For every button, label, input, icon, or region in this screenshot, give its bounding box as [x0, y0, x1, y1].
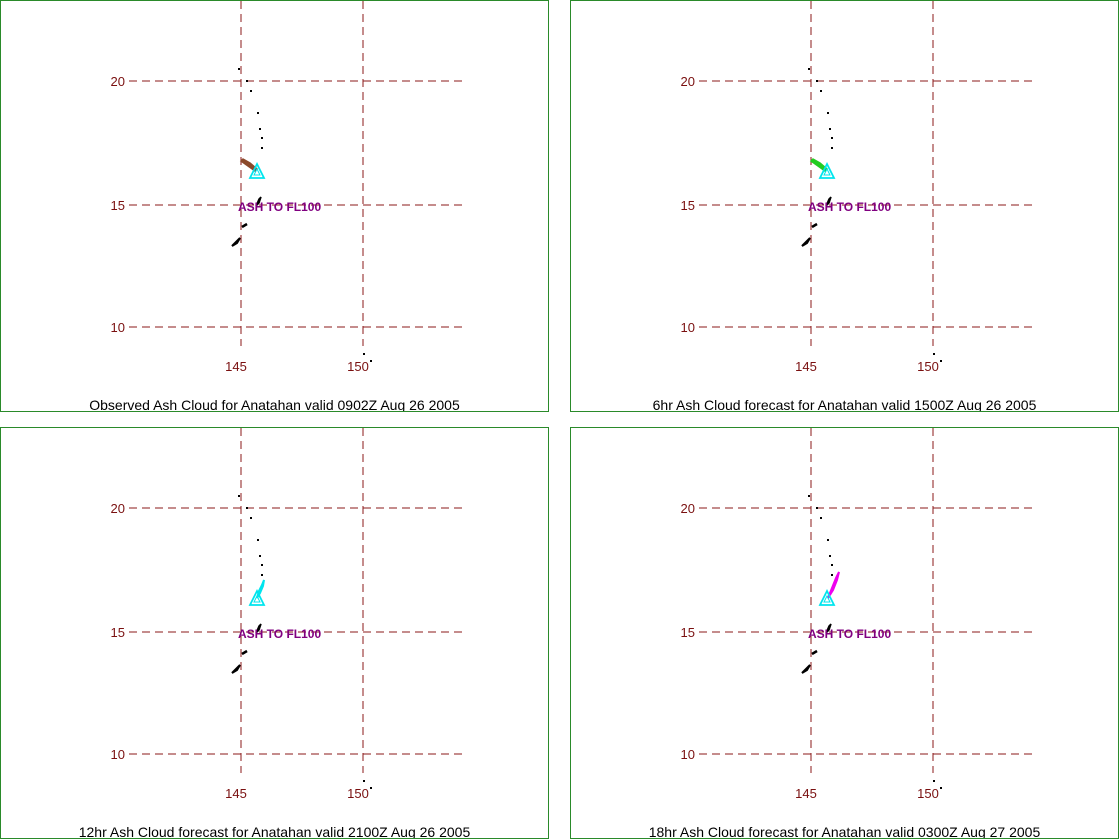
latitude-label: 10 — [681, 747, 695, 762]
volcano-inner-icon — [253, 167, 261, 176]
island-dot — [829, 128, 831, 130]
triangle-volcano-icon — [818, 588, 836, 606]
ash-cloud-area — [809, 158, 829, 172]
latitude-label: 10 — [111, 747, 125, 762]
ash-cloud-area — [256, 579, 265, 599]
island-dot — [808, 68, 810, 70]
island-dot — [261, 564, 263, 566]
panel-caption: 18hr Ash Cloud forecast for Anatahan val… — [648, 824, 1041, 839]
volcano-inner-icon — [823, 167, 831, 176]
island-dot — [940, 360, 942, 362]
ash-map: 20 15 10 145 150 ASH TO FL100 — [681, 428, 1033, 801]
island-dot — [816, 507, 818, 509]
latitude-label: 20 — [681, 501, 695, 516]
island-dot — [831, 137, 833, 139]
island-dot — [370, 787, 372, 789]
longitude-label: 145 — [795, 786, 817, 801]
island-dot — [261, 574, 263, 576]
latitude-label: 15 — [681, 625, 695, 640]
map-panel-observed: 20 15 10 145 150 ASH TO FL100 Observed Ash Cl… — [0, 0, 549, 412]
island-dot — [246, 507, 248, 509]
island-guam — [801, 664, 811, 674]
island-dot — [827, 112, 829, 114]
island-dot — [261, 147, 263, 149]
map-panel-6hr: 20 15 10 145 150 ASH TO FL100 6hr Ash Cloud f… — [570, 0, 1119, 412]
triangle-volcano-icon — [818, 161, 836, 179]
island-dot — [940, 787, 942, 789]
longitude-label: 150 — [917, 359, 939, 374]
island-dot — [827, 539, 829, 541]
island-dot — [363, 780, 365, 782]
island-saipan — [825, 196, 832, 207]
longitude-label: 150 — [347, 359, 369, 374]
triangle-volcano-icon — [248, 588, 266, 606]
island-rota — [811, 649, 818, 656]
latitude-label: 10 — [111, 320, 125, 335]
panel-caption: 6hr Ash Cloud forecast for Anatahan vali… — [652, 397, 1037, 412]
island-dot — [831, 574, 833, 576]
island-saipan — [255, 196, 262, 207]
island-guam — [801, 237, 811, 247]
latitude-label: 10 — [681, 320, 695, 335]
longitude-label: 150 — [347, 786, 369, 801]
ash-label: ASH TO FL100 — [238, 627, 321, 641]
island-rota — [811, 222, 818, 229]
map-panel-12hr: 20 15 10 145 150 ASH TO FL100 12hr Ash Cloud … — [0, 427, 549, 839]
ash-map: 20 15 10 145 150 ASH TO FL100 — [111, 428, 463, 801]
volcano-inner-icon — [823, 594, 831, 603]
ash-map: 20 15 10 145 150 ASH TO FL100 — [111, 1, 463, 374]
island-dot — [257, 112, 259, 114]
longitude-label: 145 — [225, 786, 247, 801]
ash-label: ASH TO FL100 — [808, 200, 891, 214]
latitude-label: 15 — [111, 625, 125, 640]
longitude-label: 145 — [225, 359, 247, 374]
panel-caption: Observed Ash Cloud for Anatahan valid 09… — [89, 397, 460, 412]
island-dot — [246, 80, 248, 82]
island-dot — [820, 517, 822, 519]
island-dot — [259, 555, 261, 557]
volcano-inner-icon — [253, 594, 261, 603]
island-dot — [831, 147, 833, 149]
island-dot — [808, 495, 810, 497]
ash-cloud-area — [827, 571, 840, 599]
latitude-label: 20 — [111, 74, 125, 89]
island-dot — [238, 68, 240, 70]
latitude-label: 15 — [681, 198, 695, 213]
island-saipan — [255, 623, 262, 634]
island-dot — [238, 495, 240, 497]
island-dot — [261, 137, 263, 139]
island-dot — [259, 128, 261, 130]
latitude-label: 20 — [111, 501, 125, 516]
island-dot — [829, 555, 831, 557]
island-guam — [231, 237, 241, 247]
map-panel-18hr: 20 15 10 145 150 ASH TO FL100 18hr Ash Cloud … — [570, 427, 1119, 839]
latitude-label: 20 — [681, 74, 695, 89]
ash-label: ASH TO FL100 — [238, 200, 321, 214]
island-dot — [257, 539, 259, 541]
island-dot — [250, 90, 252, 92]
island-dot — [250, 517, 252, 519]
island-dot — [933, 780, 935, 782]
island-rota — [241, 649, 248, 656]
triangle-volcano-icon — [248, 161, 266, 179]
ash-map: 20 15 10 145 150 ASH TO FL100 — [681, 1, 1033, 374]
island-saipan — [825, 623, 832, 634]
latitude-label: 15 — [111, 198, 125, 213]
longitude-label: 150 — [917, 786, 939, 801]
island-dot — [816, 80, 818, 82]
island-rota — [241, 222, 248, 229]
ash-label: ASH TO FL100 — [808, 627, 891, 641]
ash-cloud-area — [239, 158, 259, 172]
panel-caption: 12hr Ash Cloud forecast for Anatahan val… — [78, 824, 471, 839]
island-guam — [231, 664, 241, 674]
island-dot — [831, 564, 833, 566]
island-dot — [820, 90, 822, 92]
island-dot — [363, 353, 365, 355]
island-dot — [370, 360, 372, 362]
island-dot — [933, 353, 935, 355]
longitude-label: 145 — [795, 359, 817, 374]
